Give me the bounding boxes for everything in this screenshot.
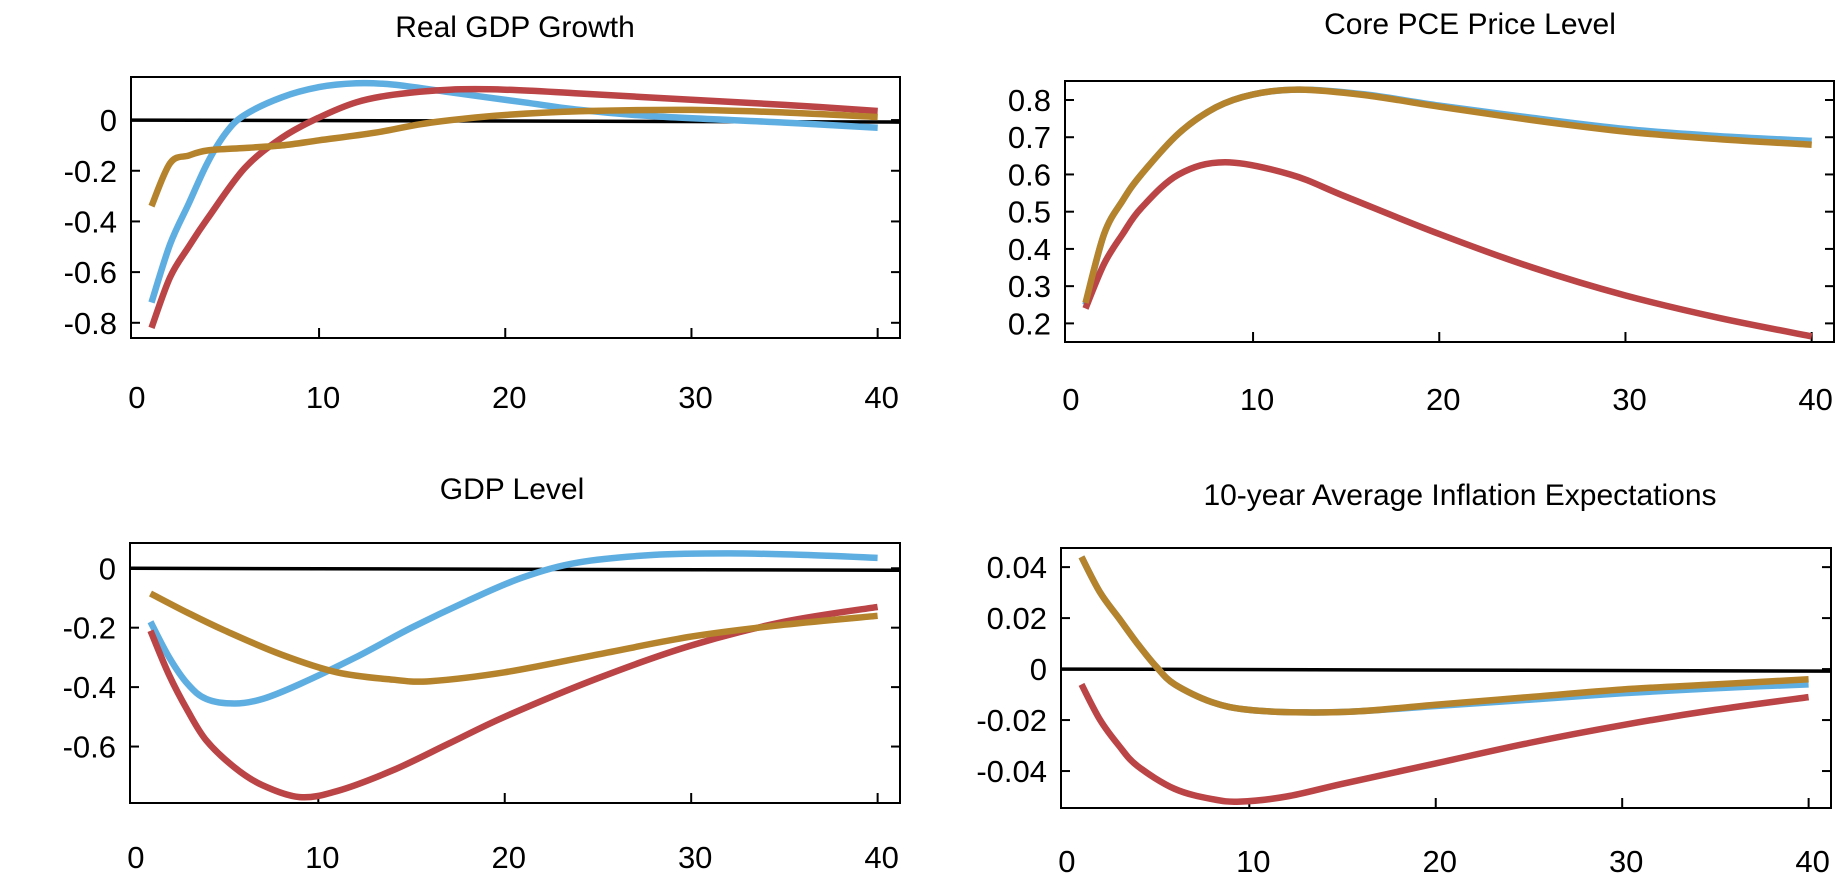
- series-line-gold: [148, 106, 878, 208]
- chart-panel: 0.04 0.02 0 -0.02 -0.04 0 10 20 30 40: [976, 547, 1832, 879]
- chart-title-gdp-level: GDP Level: [440, 473, 585, 506]
- x-tick-label: 40: [864, 840, 898, 875]
- x-tick-label: 0: [127, 840, 144, 875]
- y-tick-label: 0.3: [1008, 269, 1051, 304]
- x-tick-label: 40: [1798, 382, 1832, 417]
- y-tick-label: 0: [99, 551, 116, 586]
- chart-title-real-gdp-growth: Real GDP Growth: [395, 11, 635, 44]
- y-tick-label: -0.8: [64, 306, 117, 341]
- series-line-red: [148, 85, 878, 330]
- y-tick-label: -0.6: [64, 255, 117, 290]
- x-tick-label: 0: [1062, 382, 1079, 417]
- x-tick-label: 20: [1423, 844, 1457, 879]
- y-tick-label: -0.6: [63, 730, 116, 765]
- chart-title-inflation-expectations: 10-year Average Inflation Expectations: [1203, 479, 1716, 512]
- y-tick-label: 0.6: [1008, 157, 1051, 192]
- x-tick-label: 20: [492, 380, 526, 415]
- y-tick-label: -0.02: [976, 703, 1047, 738]
- y-tick-label: 0.4: [1008, 232, 1051, 267]
- series-line-gold: [1078, 555, 1809, 716]
- series-line-blue: [1078, 555, 1809, 716]
- series-line-gold: [1082, 86, 1812, 304]
- x-tick-label: 20: [492, 840, 526, 875]
- x-tick-label: 10: [1236, 844, 1270, 879]
- plot-frame: [1064, 80, 1835, 343]
- series-line-red: [1078, 682, 1810, 805]
- y-tick-label: -0.04: [976, 754, 1047, 789]
- chart-panel: 0 -0.2 -0.4 -0.6 -0.8 0 10 20 30 40: [64, 76, 901, 415]
- zero-line: [129, 566, 901, 573]
- series-line-blue: [147, 550, 878, 707]
- series-line-gold: [149, 590, 878, 685]
- plot-frame: [130, 76, 901, 339]
- x-tick-label: 30: [1612, 382, 1646, 417]
- y-tick-label: 0.8: [1008, 83, 1051, 118]
- y-tick-label: -0.2: [63, 611, 116, 646]
- y-tick-label: 0: [100, 103, 117, 138]
- series-line-blue: [148, 79, 878, 304]
- y-tick-label: -0.4: [64, 204, 117, 239]
- x-tick-label: 40: [1795, 844, 1829, 879]
- y-tick-label: 0.5: [1008, 195, 1051, 230]
- chart-panel: 0.80.70.60.50.40.30.2 0 10 20 30 40: [1008, 80, 1835, 417]
- plot-frame: [1060, 547, 1832, 809]
- x-tick-label: 40: [864, 380, 898, 415]
- zero-line: [1060, 667, 1832, 673]
- y-tick-label: -0.4: [63, 670, 116, 705]
- y-tick-label: 0.7: [1008, 120, 1051, 155]
- y-tick-label: -0.2: [64, 154, 117, 189]
- chart-title-core-pce-price-level: Core PCE Price Level: [1324, 8, 1616, 41]
- series-line-red: [147, 603, 879, 801]
- y-tick-label: 0.2: [1008, 306, 1051, 341]
- x-tick-label: 0: [128, 380, 145, 415]
- y-tick-label: 0.02: [987, 601, 1047, 636]
- x-tick-label: 10: [306, 380, 340, 415]
- x-tick-label: 30: [678, 840, 712, 875]
- series-line-red: [1082, 158, 1813, 340]
- x-tick-label: 20: [1426, 382, 1460, 417]
- x-tick-label: 30: [1609, 844, 1643, 879]
- x-tick-label: 30: [678, 380, 712, 415]
- y-tick-label: 0.04: [987, 550, 1047, 585]
- y-tick-label: 0: [1030, 652, 1047, 687]
- x-tick-label: 0: [1058, 844, 1075, 879]
- plot-frame: [129, 542, 901, 804]
- x-tick-label: 10: [1240, 382, 1274, 417]
- chart-panel: 0 -0.2 -0.4 -0.6 0 10 20 30 40: [63, 542, 901, 875]
- x-tick-label: 10: [305, 840, 339, 875]
